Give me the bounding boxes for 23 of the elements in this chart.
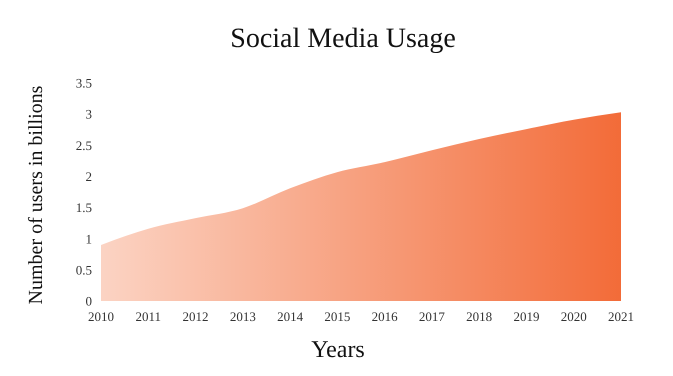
y-tick-label: 1 (86, 231, 92, 246)
x-tick-label: 2018 (466, 309, 492, 324)
x-tick-label: 2014 (277, 309, 304, 324)
x-tick-label: 2016 (372, 309, 398, 324)
x-tick-label: 2021 (608, 309, 634, 324)
x-tick-label: 2010 (88, 309, 114, 324)
y-tick-label: 0 (86, 294, 92, 309)
x-tick-label: 2019 (513, 309, 540, 324)
y-tick-label: 3 (86, 106, 92, 122)
x-axis-title: Years (311, 337, 365, 363)
x-tick-label: 2011 (136, 309, 162, 324)
y-tick-label: 2.5 (76, 138, 92, 153)
y-tick-label: 0.5 (76, 262, 92, 278)
y-tick-label: 3.5 (76, 76, 92, 91)
y-axis-title: Number of users in billions (25, 85, 47, 304)
x-tick-label: 2013 (230, 309, 256, 324)
x-tick-label: 2015 (324, 309, 350, 324)
y-tick-label: 2 (86, 168, 92, 184)
chart-title: Social Media Usage (230, 23, 456, 54)
y-tick-label: 1.5 (76, 200, 92, 216)
x-tick-label: 2020 (560, 309, 587, 324)
x-tick-label: 2017 (418, 309, 446, 324)
x-tick-label: 2012 (182, 309, 209, 324)
